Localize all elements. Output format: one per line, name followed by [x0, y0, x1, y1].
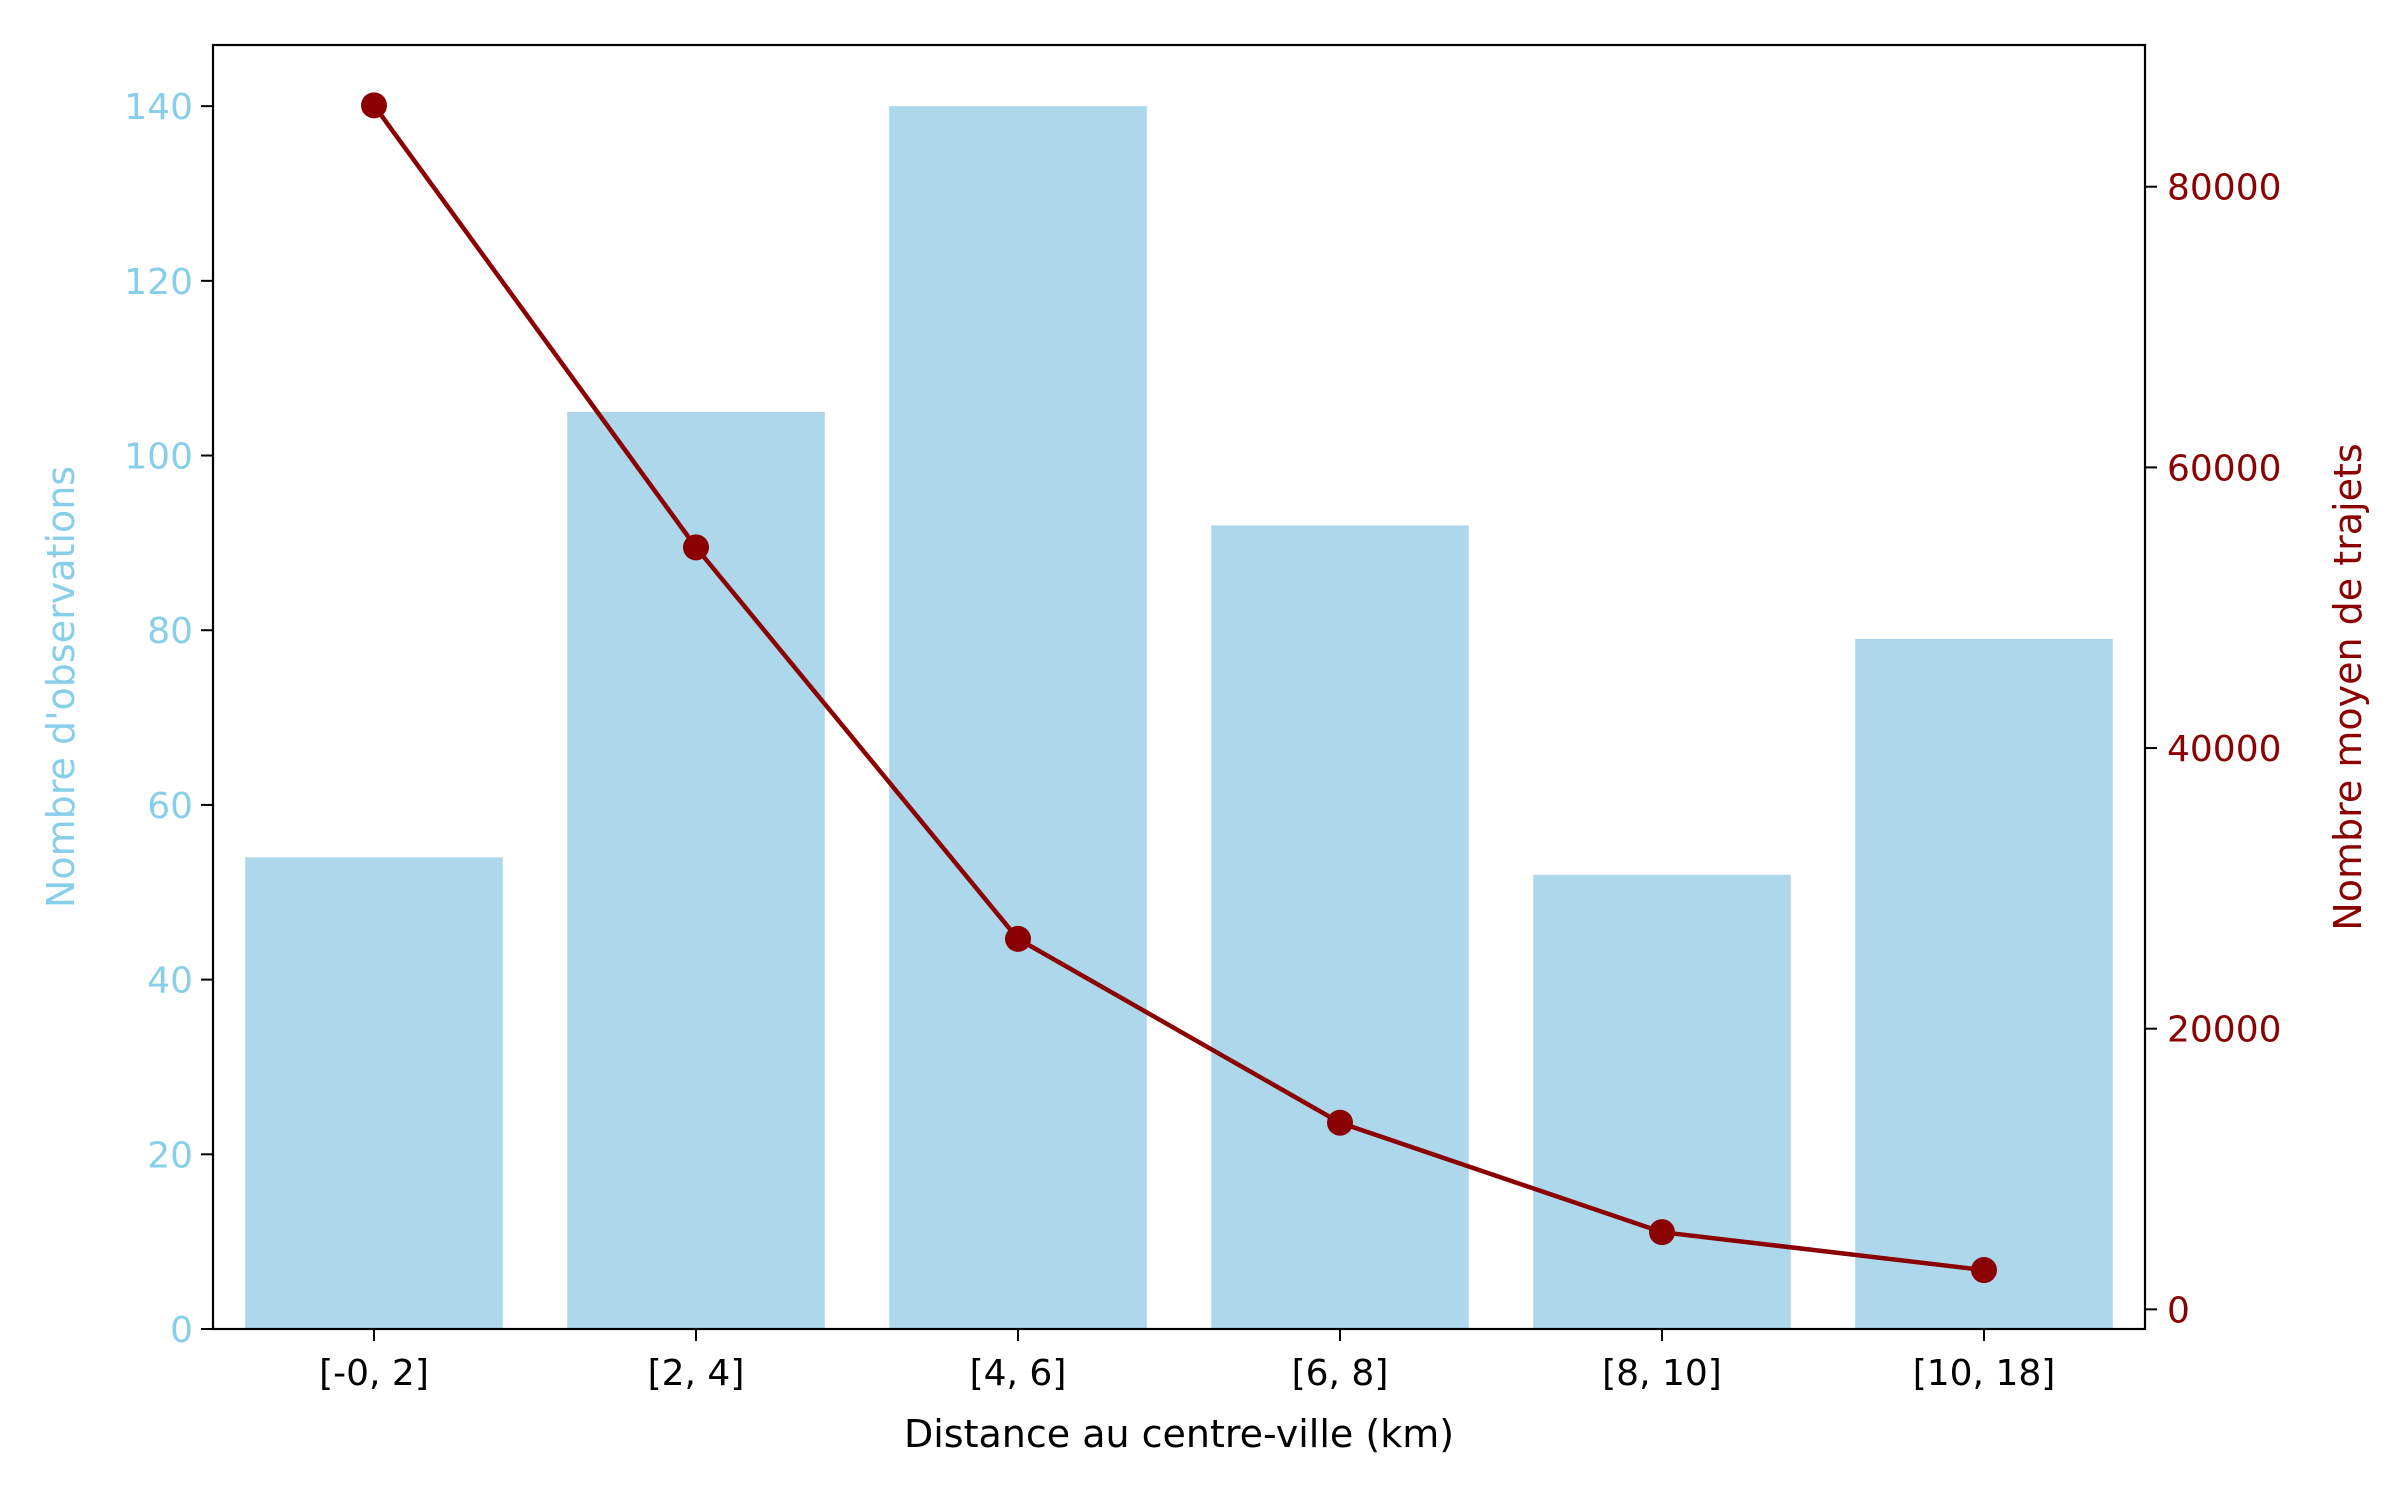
right-tick-label: 40000 — [2167, 729, 2282, 770]
plot-frame — [211, 43, 2147, 1331]
x-tick-label: [10, 18] — [1913, 1353, 2056, 1394]
left-tick-label: 0 — [170, 1310, 193, 1351]
line-point — [1327, 1109, 1353, 1136]
left-tick-label: 20 — [147, 1135, 193, 1176]
x-tick-label: [-0, 2] — [319, 1353, 429, 1394]
line-point — [1971, 1257, 1997, 1284]
bar — [567, 411, 825, 1329]
series-line — [372, 104, 1985, 1273]
left-axis-label: Nombre d'observations — [39, 466, 83, 908]
line-layer — [361, 92, 1997, 1284]
right-axis-label: Nombre moyen de trajets — [2326, 443, 2370, 930]
x-tick-label: [6, 8] — [1292, 1353, 1389, 1394]
left-tick-label: 100 — [124, 437, 193, 478]
left-axis: 0 20 40 60 80 100 120 140 — [124, 87, 213, 1351]
bar — [245, 857, 503, 1329]
x-tick-label: [4, 6] — [970, 1353, 1067, 1394]
right-tick-label: 80000 — [2167, 168, 2282, 209]
left-tick-label: 120 — [124, 262, 193, 303]
right-axis: 0 20000 40000 60000 80000 — [2145, 168, 2282, 1331]
left-tick-label: 60 — [147, 786, 193, 827]
x-axis-label: Distance au centre-ville (km) — [904, 1412, 1454, 1456]
x-tick-label: [2, 4] — [648, 1353, 745, 1394]
left-tick-label: 140 — [124, 87, 193, 128]
x-axis: [-0, 2] [2, 4] [4, 6] [6, 8] [8, 10] [10, 18] — [319, 1329, 2055, 1394]
line-point — [361, 92, 387, 119]
right-tick-label: 60000 — [2167, 448, 2282, 489]
line-point — [683, 534, 709, 561]
bars-layer — [245, 106, 2113, 1330]
left-tick-label: 40 — [147, 961, 193, 1002]
line-point — [1649, 1219, 1675, 1246]
x-tick-label: [8, 10] — [1602, 1353, 1722, 1394]
right-tick-label: 20000 — [2167, 1010, 2282, 1051]
bar — [1855, 638, 2113, 1329]
right-tick-label: 0 — [2167, 1290, 2190, 1331]
bar — [1211, 525, 1469, 1329]
left-tick-label: 80 — [147, 611, 193, 652]
bar — [1533, 874, 1791, 1329]
bar — [889, 106, 1147, 1330]
line-point — [1005, 925, 1031, 952]
